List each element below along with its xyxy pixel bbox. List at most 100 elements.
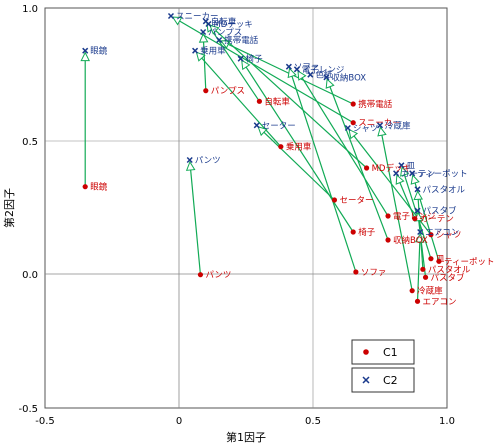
point-c2 <box>192 47 199 54</box>
legend-box-c2 <box>351 367 415 393</box>
point-label: 自転車 <box>264 96 290 107</box>
arrow <box>190 163 202 275</box>
point-c1 <box>364 165 370 171</box>
arrow <box>397 176 416 219</box>
x-tick-label: -0.5 <box>35 416 55 427</box>
arrow <box>418 235 421 302</box>
point-c2 <box>376 122 384 129</box>
point-c1 <box>412 216 418 222</box>
point-c1 <box>414 298 421 304</box>
legend-label-c2: C2 <box>383 374 398 387</box>
y-tick-labels: -0.5 0.0 0.5 1.0 <box>18 4 38 415</box>
point-c2 <box>82 47 89 54</box>
point-label: ティーポット <box>417 169 468 179</box>
point-c2 <box>414 186 421 193</box>
point-label: 皿 <box>436 255 445 265</box>
point-c2 <box>253 122 260 129</box>
point-c2 <box>167 12 174 20</box>
point-c2 <box>398 162 405 169</box>
legend-marker-c2 <box>362 376 370 384</box>
arrow <box>242 61 354 233</box>
point-label: 眼鏡 <box>90 46 108 57</box>
point-c2 <box>237 55 244 62</box>
point-c2 <box>307 71 314 78</box>
point-label: 自転車 <box>211 16 237 27</box>
point-label: エアコン <box>425 228 459 238</box>
point-label: スニーカー <box>176 12 219 22</box>
point-label: MDデッキ <box>372 163 411 174</box>
y-tick-label: 0.0 <box>22 270 38 281</box>
legend-label-c1: C1 <box>383 346 398 359</box>
x-tick-labels: -0.5 0 0.5 1.0 <box>35 416 455 427</box>
arrow <box>259 127 335 201</box>
point-c1 <box>409 288 415 294</box>
point-c1 <box>82 184 88 190</box>
point-label: スニーカー <box>358 119 401 129</box>
point-c1 <box>436 258 442 264</box>
point-label: 皿 <box>406 161 415 171</box>
point-label: MDデッキ <box>213 19 252 30</box>
point-label: パンプス <box>208 28 242 38</box>
point-c1 <box>350 229 356 235</box>
point-label: 電子レンジ <box>302 65 345 75</box>
arrow <box>299 72 389 217</box>
point-label: シャツ <box>436 231 462 241</box>
point-c2 <box>393 170 400 177</box>
point-c2 <box>293 66 300 73</box>
arrow <box>207 24 260 102</box>
point-label: 椅子 <box>246 54 264 65</box>
arrow <box>290 70 357 273</box>
arrow <box>327 80 389 241</box>
point-label: 椅子 <box>358 227 376 238</box>
point-c1 <box>385 237 391 243</box>
point-c2 <box>417 228 424 236</box>
x-tick-label: 1.0 <box>439 416 455 427</box>
point-c1 <box>278 144 284 150</box>
legend: C1 C2 <box>351 339 415 393</box>
x-tick-label: 0 <box>176 416 182 427</box>
point-label: ソファ <box>361 268 387 278</box>
point-label: パスタオル <box>428 265 471 275</box>
point-label: パスタオル <box>423 185 466 195</box>
point-label: シャツ <box>353 124 379 134</box>
point-c2 <box>200 28 207 36</box>
point-label: 乗用車 <box>286 142 312 153</box>
arrow <box>222 41 354 105</box>
point-c2 <box>285 63 292 70</box>
point-c1 <box>420 266 426 272</box>
point-label: エアコン <box>423 297 457 307</box>
point-label: ソファ <box>294 63 320 73</box>
point-c2 <box>323 74 330 81</box>
x-axis-title: 第1因子 <box>226 430 266 444</box>
point-label: パンツ <box>195 156 221 166</box>
points-layer <box>82 12 442 304</box>
point-c2 <box>344 124 351 132</box>
point-label: 眼鏡 <box>90 182 108 193</box>
point-label: パスタブ <box>423 206 458 217</box>
arrow <box>203 35 206 91</box>
point-label: 冷蔵庫 <box>417 286 443 297</box>
point-label: パンツ <box>205 271 231 281</box>
y-tick-label: 1.0 <box>22 4 38 15</box>
arrow <box>381 128 413 291</box>
point-c1 <box>350 120 356 126</box>
point-label: セーター <box>262 121 296 131</box>
point-c1 <box>256 98 262 104</box>
point-label: 収納BOX <box>331 72 366 83</box>
arrow <box>174 18 354 124</box>
point-c1 <box>422 274 429 280</box>
legend-box-c1 <box>351 339 415 365</box>
point-c1 <box>385 213 391 219</box>
point-label: ティーポット <box>444 257 495 267</box>
point-label: 携帯電話 <box>358 99 393 110</box>
point-label: セーター <box>339 196 373 206</box>
arrows-layer <box>85 18 440 302</box>
point-label: 乗用車 <box>200 46 226 57</box>
y-tick-label: 0.5 <box>22 137 38 148</box>
legend-marker-c1 <box>363 349 369 355</box>
point-label: カーテン <box>420 215 454 225</box>
point-label: カーテン <box>401 169 435 179</box>
point-label: パスタブ <box>431 272 466 283</box>
arrow <box>418 214 427 278</box>
